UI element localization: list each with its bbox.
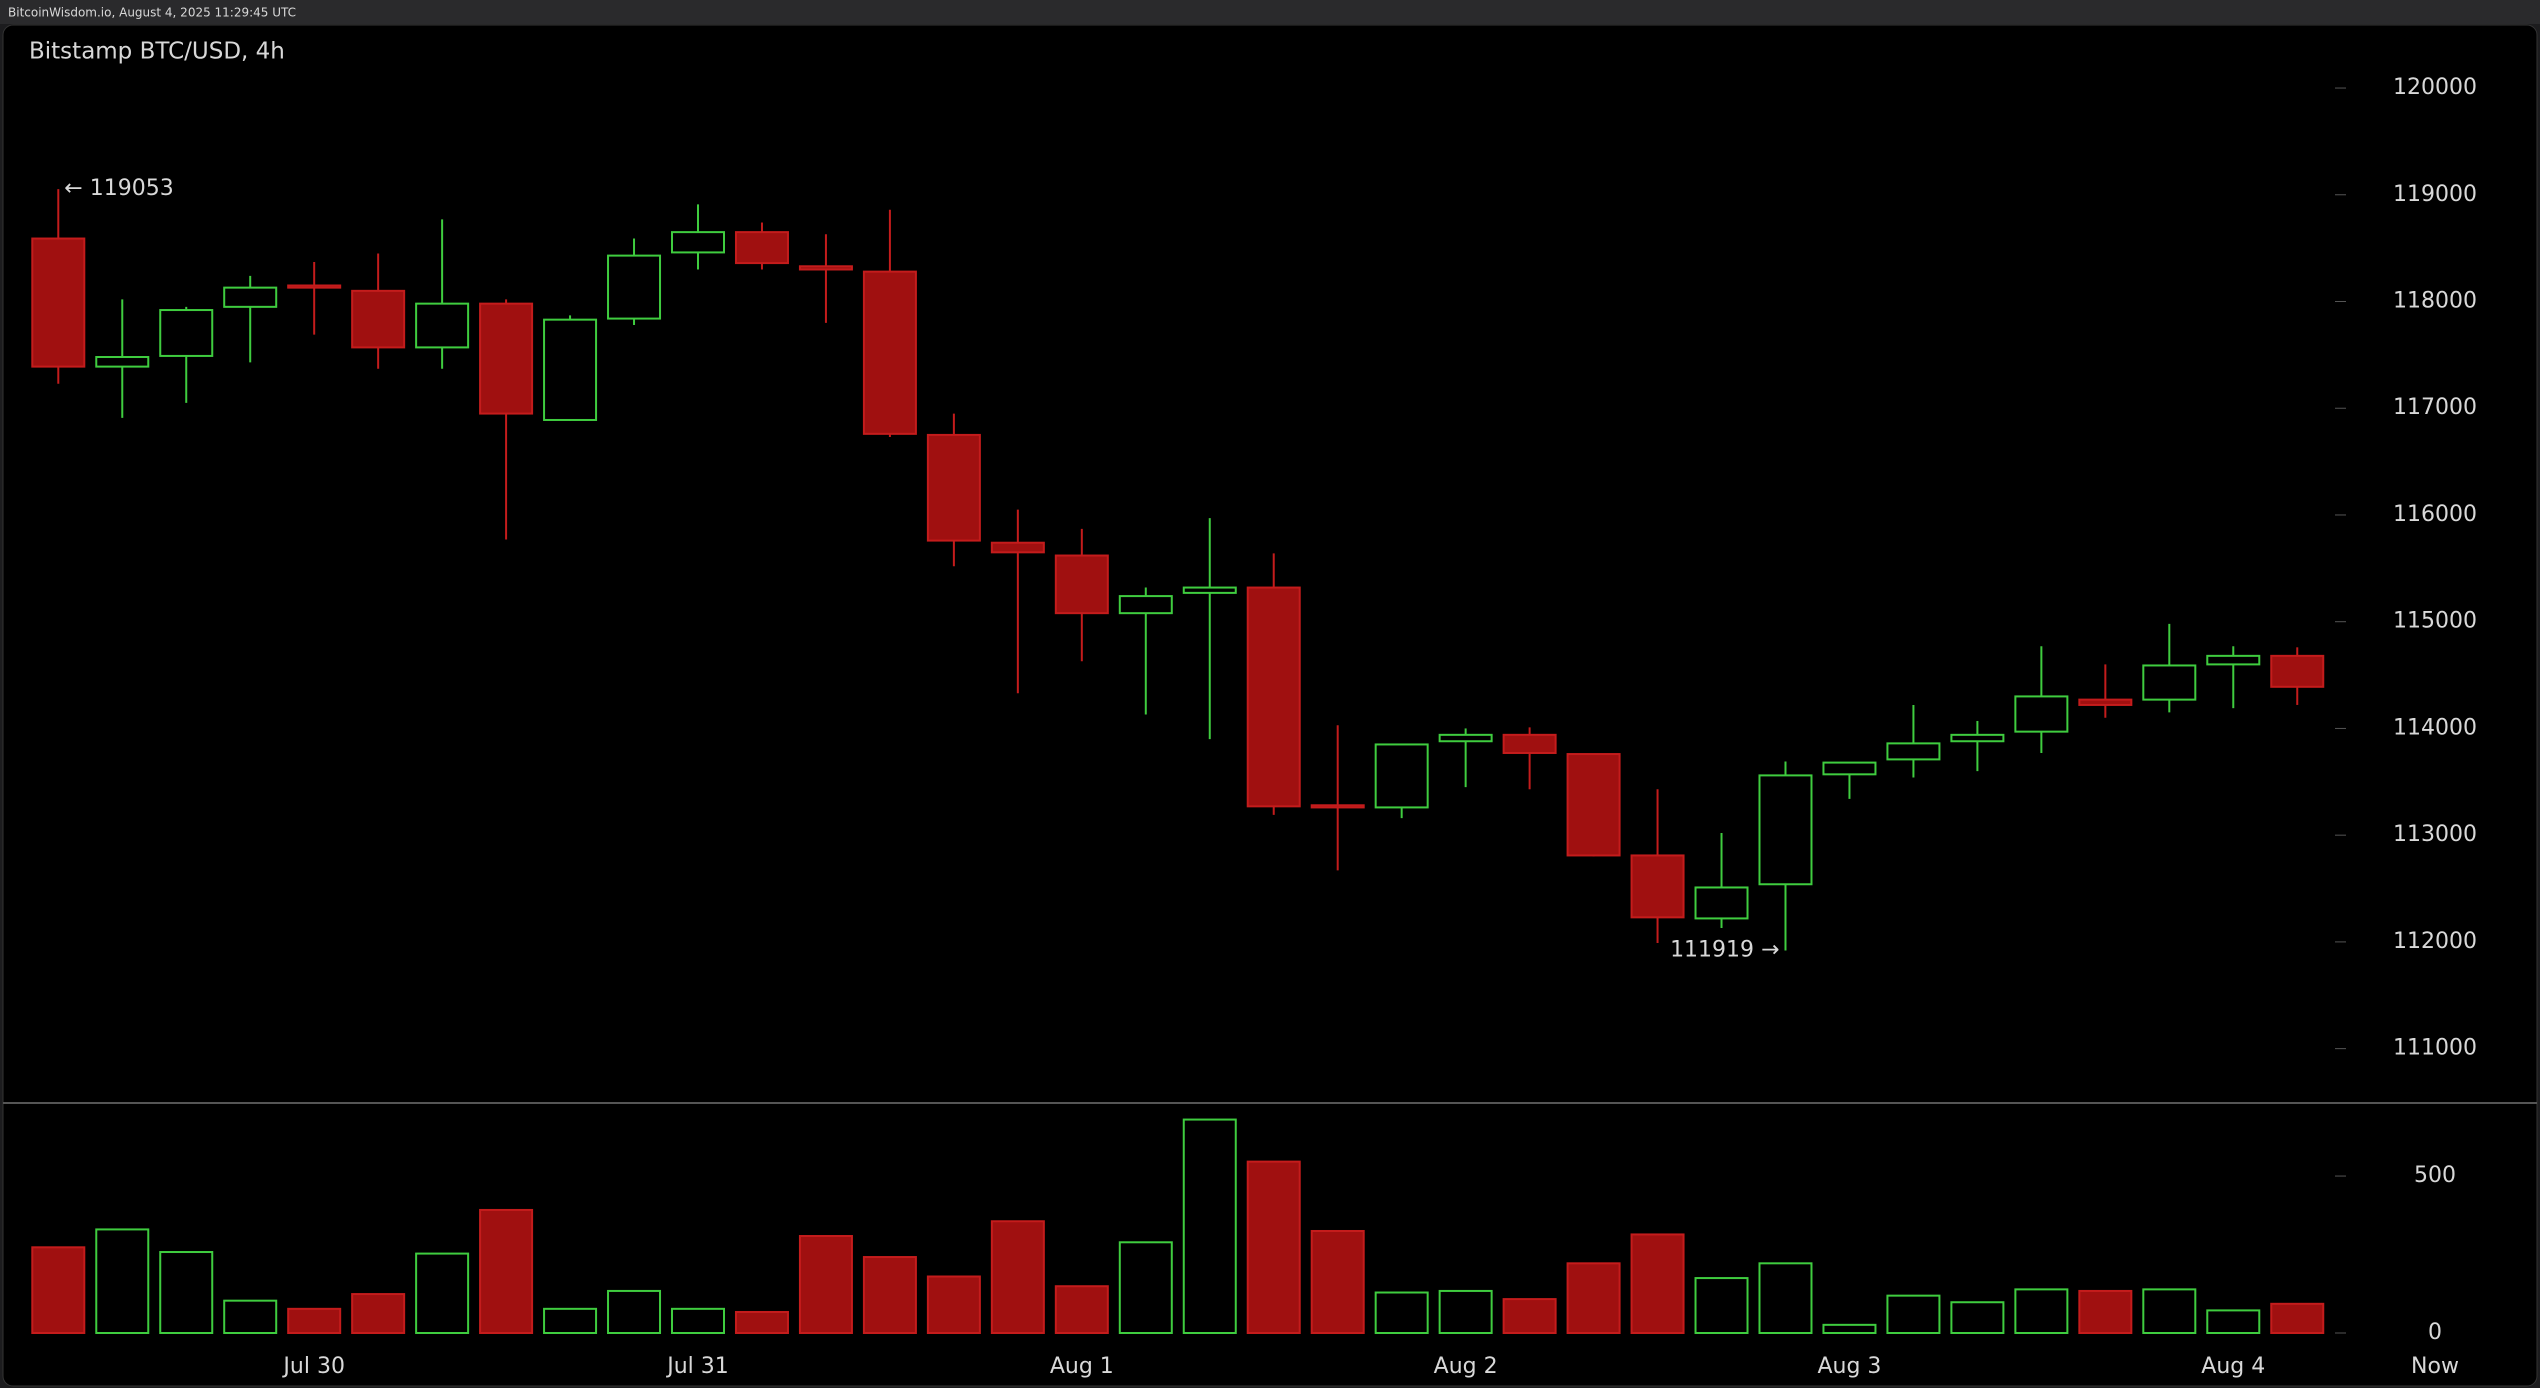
x-tick-label: Jul 30	[281, 1354, 345, 1379]
candle-body	[223, 286, 278, 308]
volume-bar	[351, 1293, 406, 1334]
volume-bar	[798, 1235, 853, 1334]
volume-bar	[1054, 1285, 1109, 1335]
candle-body	[1374, 743, 1429, 809]
volume-bar	[2142, 1288, 2197, 1334]
candle-body	[607, 254, 662, 320]
volume-bar	[1630, 1233, 1685, 1334]
volume-bar	[2014, 1288, 2069, 1334]
candle-body	[1054, 554, 1109, 615]
volume-bar	[990, 1220, 1045, 1335]
candle-body	[2142, 664, 2197, 701]
candle-body	[479, 302, 534, 415]
annotation: 111919 →	[1670, 938, 1779, 963]
volume-bar	[1246, 1160, 1301, 1335]
candle-body	[1182, 586, 1237, 594]
volume-bar	[1310, 1229, 1365, 1334]
candle-body	[2014, 695, 2069, 733]
volume-bar	[479, 1208, 534, 1335]
candle-body	[671, 231, 725, 254]
volume-bar	[1886, 1294, 1941, 1334]
candle-body	[287, 284, 342, 289]
candle-body	[1502, 733, 1557, 754]
candle-body	[2078, 698, 2133, 706]
candle-body	[543, 318, 598, 421]
candle-body	[159, 309, 214, 357]
candle-body	[1566, 753, 1621, 857]
annotation: ← 119053	[64, 176, 173, 201]
volume-bar	[223, 1299, 278, 1334]
volume-bar	[287, 1307, 342, 1335]
volume-bar	[1502, 1298, 1557, 1334]
volume-bar	[1758, 1262, 1813, 1334]
volume-bar	[1118, 1241, 1173, 1335]
y-tick-label: 120000	[2393, 75, 2477, 100]
volume-bar	[926, 1275, 981, 1334]
candle-body	[1438, 733, 1493, 743]
volume-bar	[1950, 1301, 2005, 1335]
volume-bar	[2270, 1302, 2325, 1335]
y-tick-label: 114000	[2393, 715, 2477, 740]
candle-body	[1246, 586, 1301, 808]
candle-body	[2270, 654, 2325, 688]
candle-body	[1822, 761, 1877, 776]
candle-body	[990, 541, 1045, 554]
candle-body	[1630, 854, 1685, 919]
candle-body	[415, 302, 470, 349]
x-tick-label: Aug 1	[1050, 1354, 1114, 1379]
volume-bar	[159, 1251, 214, 1335]
top-bar	[0, 0, 2540, 24]
y-tick-label: 117000	[2393, 395, 2477, 420]
y-tick-label: 119000	[2393, 182, 2477, 207]
volume-bar	[1566, 1262, 1621, 1334]
candle-body	[1950, 733, 2005, 743]
volume-bar	[862, 1256, 917, 1335]
volume-bar	[95, 1228, 150, 1334]
candle-body	[734, 231, 789, 265]
candle-body	[1310, 804, 1365, 809]
y-tick-label: 112000	[2393, 929, 2477, 954]
volume-bar	[1822, 1323, 1877, 1334]
volume-bar	[734, 1310, 789, 1335]
candle-body	[798, 265, 853, 271]
x-tick-label: Aug 3	[1817, 1354, 1881, 1379]
x-tick-label: Jul 31	[665, 1354, 729, 1379]
candle-body	[1758, 774, 1813, 886]
y-tick-label: 115000	[2393, 609, 2477, 634]
volume-tick-label: 500	[2414, 1163, 2456, 1188]
candle-body	[351, 289, 406, 349]
y-tick-label: 116000	[2393, 502, 2477, 527]
volume-bar	[543, 1307, 598, 1335]
candle-body	[1886, 742, 1941, 761]
candle-body	[1118, 595, 1173, 615]
header: BitcoinWisdom.io, August 4, 2025 11:29:4…	[8, 6, 296, 20]
x-tick-label: Aug 4	[2201, 1354, 2265, 1379]
volume-bar	[1438, 1289, 1493, 1334]
volume-bar	[31, 1246, 86, 1335]
candle-body	[2206, 654, 2261, 666]
volume-bar	[2078, 1289, 2133, 1334]
volume-bar	[1182, 1118, 1237, 1334]
volume-bar	[1694, 1277, 1749, 1335]
candle-body	[926, 433, 981, 542]
candle-body	[31, 237, 86, 368]
candle-body	[95, 356, 150, 368]
volume-bar	[1374, 1291, 1429, 1334]
volume-tick-label: 0	[2428, 1320, 2442, 1345]
volume-bar	[671, 1307, 725, 1335]
candle-body	[1694, 886, 1749, 920]
y-tick-label: 113000	[2393, 822, 2477, 847]
volume-bar	[607, 1289, 662, 1334]
y-tick-label: 118000	[2393, 289, 2477, 314]
y-tick-label: 111000	[2393, 1036, 2477, 1061]
volume-bar	[2206, 1309, 2261, 1335]
volume-bar	[415, 1252, 470, 1334]
x-end-label: Now	[2411, 1354, 2459, 1379]
chart-title: Bitstamp BTC/USD, 4h	[29, 39, 285, 65]
candle-body	[862, 270, 917, 435]
x-tick-label: Aug 2	[1434, 1354, 1498, 1379]
